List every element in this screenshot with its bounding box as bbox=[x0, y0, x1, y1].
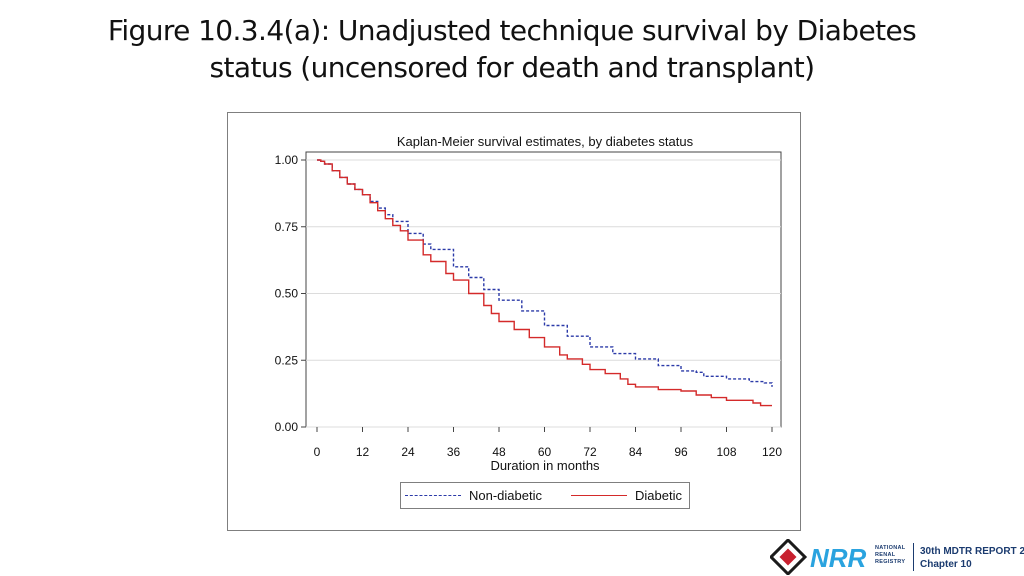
x-tick-label: 72 bbox=[583, 445, 597, 459]
footer-divider bbox=[913, 543, 914, 571]
series-layer bbox=[317, 159, 773, 407]
legend-swatch-non-diabetic bbox=[405, 495, 461, 496]
x-tick-label: 0 bbox=[314, 445, 321, 459]
y-tick-label: 0.75 bbox=[275, 220, 299, 234]
x-tick-label: 120 bbox=[762, 445, 782, 459]
report-line-2: Chapter 10 bbox=[920, 559, 972, 570]
y-tick-label: 1.00 bbox=[275, 153, 299, 167]
nrr-logo-icon: NRR bbox=[770, 539, 867, 575]
series-line-diabetic bbox=[317, 159, 772, 407]
series-line-non-diabetic bbox=[317, 159, 773, 387]
report-label: 30th MDTR REPORT 2022 Chapter 10 bbox=[920, 545, 1024, 571]
chart-title: Kaplan-Meier survival estimates, by diab… bbox=[397, 134, 694, 149]
km-survival-chart: Kaplan-Meier survival estimates, by diab… bbox=[275, 134, 783, 473]
y-tick-label: 0.50 bbox=[275, 287, 299, 301]
registry-name: NATIONAL RENAL REGISTRY bbox=[875, 545, 905, 566]
y-tick-label: 0.25 bbox=[275, 353, 299, 367]
report-line-1: 30th MDTR REPORT 2022 bbox=[920, 546, 1024, 557]
legend-label-diabetic: Diabetic bbox=[635, 488, 682, 503]
y-tick-label: 0.00 bbox=[275, 420, 299, 434]
x-tick-label: 96 bbox=[674, 445, 688, 459]
nrr-logo-text: NRR bbox=[810, 543, 867, 573]
chart-legend: Non-diabetic Diabetic bbox=[400, 482, 690, 509]
x-axis-label: Duration in months bbox=[490, 458, 600, 473]
slide-title-line-1: Figure 10.3.4(a): Unadjusted technique s… bbox=[107, 14, 917, 47]
slide-title-line-2: status (uncensored for death and transpl… bbox=[209, 51, 816, 84]
registry-line-2: RENAL bbox=[875, 552, 896, 558]
legend-swatch-diabetic bbox=[571, 495, 627, 496]
plot-area bbox=[305, 151, 782, 428]
registry-line-1: NATIONAL bbox=[875, 545, 906, 551]
x-tick-label: 36 bbox=[447, 445, 461, 459]
x-tick-label: 108 bbox=[716, 445, 736, 459]
x-tick-label: 48 bbox=[492, 445, 506, 459]
x-tick-label: 60 bbox=[538, 445, 552, 459]
legend-item-non-diabetic: Non-diabetic bbox=[405, 483, 542, 508]
x-tick-label: 24 bbox=[401, 445, 415, 459]
chart-frame: Kaplan-Meier survival estimates, by diab… bbox=[227, 112, 801, 531]
nrr-footer-logo: NRR NATIONAL RENAL REGISTRY 30th MDTR RE… bbox=[770, 539, 1024, 575]
slide-title: Figure 10.3.4(a): Unadjusted technique s… bbox=[0, 12, 1024, 86]
x-tick-label: 84 bbox=[629, 445, 643, 459]
legend-item-diabetic: Diabetic bbox=[571, 483, 682, 508]
registry-line-3: REGISTRY bbox=[875, 559, 906, 565]
axis-layer: 0.00 0.25 0.50 0.75 1.00 0 12 24 36 48 60 72 84 96 108… bbox=[275, 153, 783, 459]
grid-layer bbox=[306, 159, 781, 428]
x-tick-label: 12 bbox=[356, 445, 370, 459]
legend-label-non-diabetic: Non-diabetic bbox=[469, 488, 542, 503]
